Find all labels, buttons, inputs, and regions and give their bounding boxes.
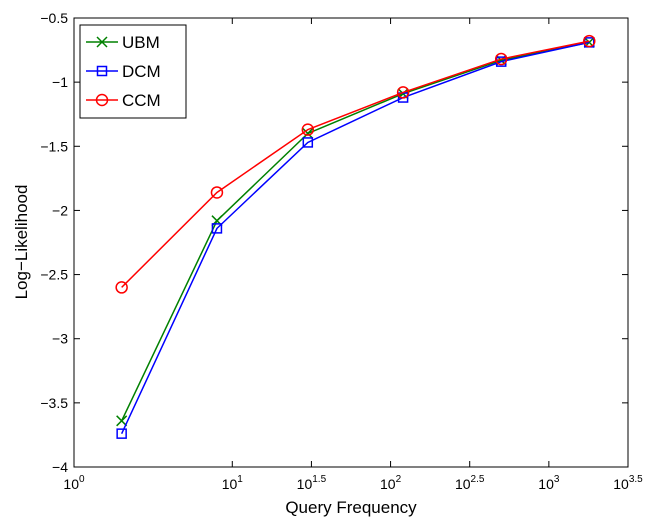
x-axis-ticks: 100 101 101.5 102 102.5 103 103.5 bbox=[63, 18, 643, 492]
legend-item-ubm: UBM bbox=[86, 33, 160, 52]
data-point-ubm bbox=[116, 415, 128, 427]
legend: UBM DCM CCM bbox=[79, 24, 187, 119]
series-line-dcm bbox=[120, 41, 590, 434]
x-tick-label: 102 bbox=[380, 474, 402, 492]
y-tick-label: −3.5 bbox=[40, 395, 68, 411]
y-axis-title: Log−Likelihood bbox=[12, 185, 31, 300]
x-tick-label: 103 bbox=[538, 474, 560, 492]
y-axis-ticks: −0.5 −1 −1.5 −2 −2.5 −3 −3.5 −4 bbox=[40, 10, 628, 475]
legend-label-dcm: DCM bbox=[122, 62, 161, 81]
plot-frame bbox=[73, 17, 629, 468]
legend-item-dcm: DCM bbox=[86, 62, 161, 81]
data-point-ubm bbox=[302, 127, 314, 139]
x-tick-label: 100 bbox=[63, 474, 85, 492]
series-layer bbox=[115, 34, 596, 439]
y-tick-label: −1 bbox=[52, 74, 68, 90]
x-tick-label: 103.5 bbox=[613, 474, 643, 492]
series-line-ccm bbox=[121, 40, 590, 288]
legend-item-ccm: CCM bbox=[86, 91, 161, 110]
y-tick-label: −1.5 bbox=[40, 138, 68, 154]
legend-marker-ccm bbox=[95, 93, 109, 107]
x-tick-label: 102.5 bbox=[455, 474, 485, 492]
data-point-ccm bbox=[396, 86, 410, 99]
data-point-ccm bbox=[115, 281, 128, 294]
legend-label-ccm: CCM bbox=[122, 91, 161, 110]
data-point-ccm bbox=[494, 52, 508, 66]
legend-marker-dcm bbox=[96, 65, 108, 77]
legend-label-ubm: UBM bbox=[122, 33, 160, 52]
data-point-dcm bbox=[302, 137, 314, 148]
data-point-ccm bbox=[210, 186, 224, 199]
data-point-dcm bbox=[211, 223, 223, 234]
y-tick-label: −3 bbox=[52, 331, 68, 347]
x-tick-label: 101 bbox=[222, 474, 244, 492]
y-tick-label: −2 bbox=[52, 202, 68, 218]
data-point-ccm bbox=[583, 34, 596, 48]
legend-marker-ubm bbox=[96, 36, 108, 48]
x-axis-title: Query Frequency bbox=[285, 498, 417, 517]
data-point-dcm bbox=[116, 428, 127, 439]
y-tick-label: −4 bbox=[52, 459, 68, 475]
y-tick-label: −2.5 bbox=[40, 267, 68, 283]
y-tick-label: −0.5 bbox=[40, 10, 68, 26]
series-line-ubm bbox=[120, 41, 590, 422]
x-tick-label: 101.5 bbox=[297, 474, 327, 492]
data-point-ccm bbox=[301, 123, 315, 136]
